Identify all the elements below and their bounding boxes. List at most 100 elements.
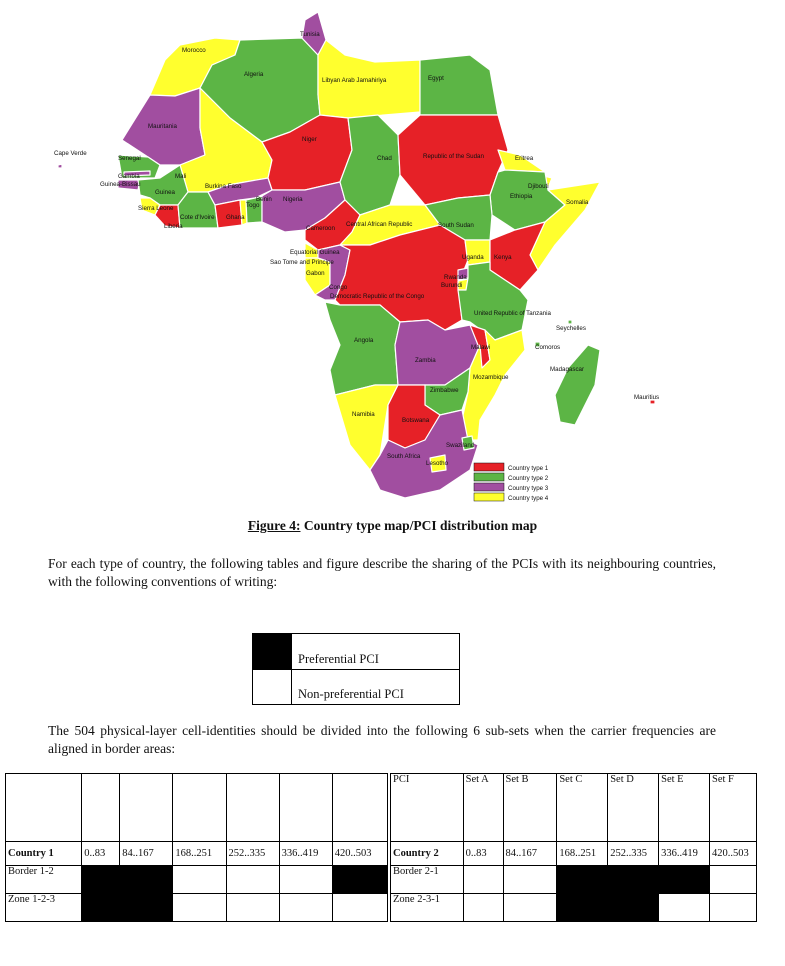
country-uganda [464, 239, 491, 266]
pci-cell [709, 893, 757, 922]
label-congo: Congo [329, 284, 348, 291]
country-label: Country 2 [390, 841, 464, 866]
legend-swatch-type2 [473, 472, 505, 482]
country-lesotho [429, 454, 447, 473]
label-mauritius: Mauritius [634, 394, 659, 401]
header-cell: Set A [462, 773, 504, 842]
header-cell: Set D [607, 773, 660, 842]
pci-cell [462, 865, 504, 894]
label-mali: Mali [175, 173, 186, 180]
label-botswana: Botswana [402, 417, 430, 424]
pci-row-border: Border 1-2 [4, 865, 389, 894]
pci-ranges-row: Country 2 0..83 84..167 168..251 252..33… [390, 841, 757, 866]
label-egypt: Egypt [428, 75, 444, 82]
pci-cell [462, 893, 504, 922]
pci-cell [709, 865, 757, 894]
pci-table-country1: Country 1 0..83 84..167 168..251 252..33… [4, 773, 389, 922]
pci-row-zone: Zone 2-3-1 [390, 893, 757, 922]
label-libya: Libyan Arab Jamahiriya [322, 77, 387, 84]
label-south-africa: South Africa [387, 453, 421, 460]
pci-cell [119, 893, 174, 922]
label-drc: Democratic Republic of the Congo [330, 293, 425, 300]
range-cell: 252..335 [607, 841, 660, 866]
pci-header-row: PCI Set A Set B Set C Set D Set E Set F [390, 773, 757, 842]
range-cell: 168..251 [556, 841, 609, 866]
label-nigeria: Nigeria [283, 196, 303, 203]
figure-title: Country type map/PCI distribution map [300, 518, 538, 533]
pci-cell [556, 893, 609, 922]
header-cell [225, 773, 280, 842]
label-cape-verde: Cape Verde [54, 150, 87, 157]
label-namibia: Namibia [352, 411, 375, 418]
label-uganda: Uganda [462, 254, 484, 261]
conventions-row-nonpreferential: Non-preferential PCI [252, 668, 460, 705]
label-senegal: Senegal [118, 155, 141, 162]
label-gabon: Gabon [306, 270, 325, 277]
label-djibouti: Djibouti [528, 183, 549, 190]
label-mauritania: Mauritania [148, 123, 177, 130]
label-angola: Angola [354, 337, 374, 344]
pci-row-border: Border 2-1 [390, 865, 757, 894]
map-legend: Country type 1 Country type 2 Country ty… [473, 462, 549, 502]
label-morocco: Morocco [182, 47, 206, 54]
pci-cell [331, 893, 389, 922]
pci-cell [81, 865, 121, 894]
legend-label-type4: Country type 4 [508, 495, 549, 502]
africa-map: Tunisia Morocco Algeria Libyan Arab Jama… [54, 11, 659, 502]
pci-row-zone: Zone 1-2-3 [4, 893, 389, 922]
label-liberia: Liberia [164, 223, 183, 230]
label-lesotho: Lesotho [426, 460, 449, 467]
pci-cell [225, 865, 280, 894]
range-cell: 84..167 [119, 841, 174, 866]
preferential-label: Preferential PCI [291, 633, 460, 670]
pci-header-row [4, 773, 389, 842]
country-egypt [419, 54, 499, 116]
pci-cell [331, 865, 389, 894]
header-cell: PCI [390, 773, 464, 842]
header-cell [119, 773, 174, 842]
label-car: Central African Republic [346, 221, 412, 228]
pci-cell [607, 893, 660, 922]
pci-cell [278, 865, 333, 894]
range-cell: 84..167 [502, 841, 558, 866]
label-eq-guinea: Equatorial Guinea [290, 249, 340, 256]
pci-cell [607, 865, 660, 894]
label-benin: Benin [256, 196, 272, 203]
country-namibia [334, 384, 399, 471]
label-mozambique: Mozambique [473, 374, 509, 381]
label-somalia: Somalia [566, 199, 589, 206]
row-label: Border 2-1 [390, 865, 464, 894]
country-gambia [123, 170, 151, 177]
header-cell: Set C [556, 773, 609, 842]
header-cell: Set F [709, 773, 757, 842]
pci-cell [502, 865, 558, 894]
figure-caption: Figure 4: Country type map/PCI distribut… [0, 518, 785, 534]
range-cell: 168..251 [172, 841, 227, 866]
country-cape-verde [57, 163, 63, 169]
label-sao-tome: Sao Tome and Principe [270, 259, 334, 266]
pci-table-country2: PCI Set A Set B Set C Set D Set E Set F … [390, 773, 757, 922]
country-label: Country 1 [4, 841, 83, 866]
label-zimbabwe: Zimbabwe [430, 387, 459, 394]
label-malawi: Malawi [471, 344, 490, 351]
range-cell: 252..335 [225, 841, 280, 866]
legend-swatch-type4 [473, 492, 505, 502]
header-cell [278, 773, 333, 842]
figure-label: Figure 4: [247, 518, 301, 533]
country-madagascar [554, 344, 601, 426]
label-gambia: Gambia [118, 173, 140, 180]
pci-cell [556, 865, 609, 894]
country-tunisia [301, 11, 327, 56]
label-chad: Chad [377, 155, 392, 162]
label-cote: Cote d'Ivoire [180, 214, 215, 221]
label-tanzania: United Republic of Tanzania [474, 310, 551, 317]
label-comoros: Comoros [535, 344, 560, 351]
label-south-sudan: South Sudan [438, 222, 474, 229]
label-cameroon: Cameroon [306, 225, 335, 232]
header-cell [81, 773, 121, 842]
pci-cell [172, 893, 227, 922]
label-sudan: Republic of the Sudan [423, 153, 484, 160]
header-cell: Set E [658, 773, 710, 842]
label-swaziland: Swaziland [446, 442, 475, 449]
pci-cell [81, 893, 121, 922]
